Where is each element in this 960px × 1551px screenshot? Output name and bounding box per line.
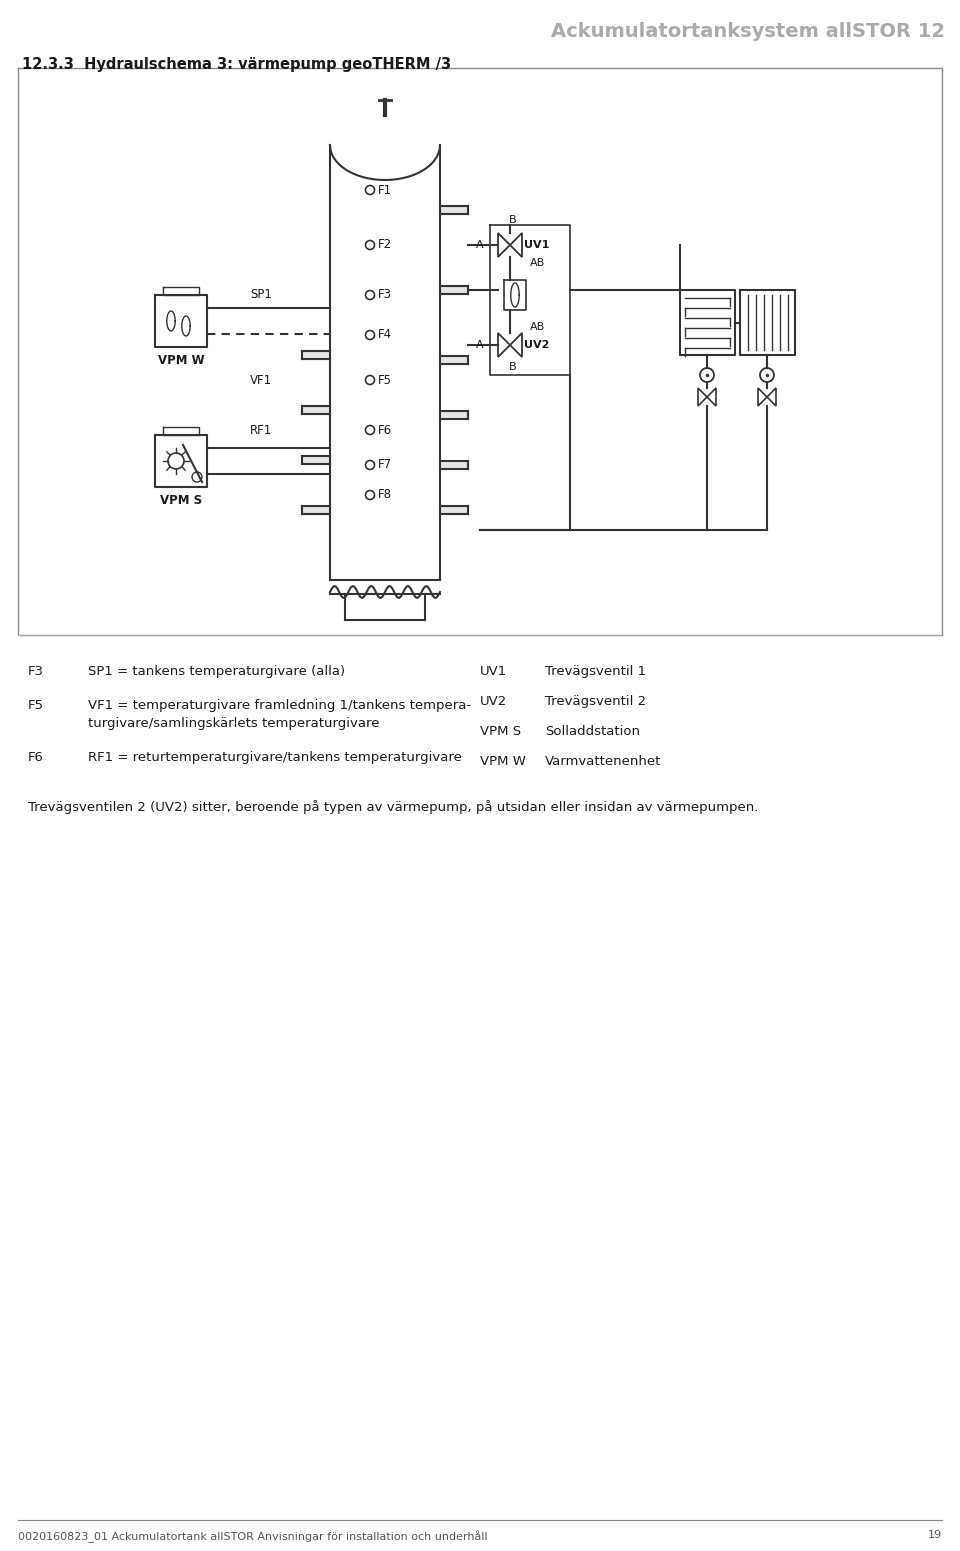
Text: F6: F6 — [378, 423, 392, 436]
Text: F5: F5 — [378, 374, 392, 386]
Text: Trevägsventilen 2 (UV2) sitter, beroende på typen av värmepump, på utsidan eller: Trevägsventilen 2 (UV2) sitter, beroende… — [28, 800, 758, 814]
Text: F3: F3 — [378, 288, 392, 301]
Text: VF1: VF1 — [250, 374, 272, 386]
Text: UV1: UV1 — [480, 665, 507, 678]
Text: Varmvattenenhet: Varmvattenenhet — [545, 755, 661, 768]
Text: F5: F5 — [28, 700, 44, 712]
Text: VPM W: VPM W — [480, 755, 526, 768]
Text: F3: F3 — [28, 665, 44, 678]
Text: 0020160823_01 Ackumulatortank allSTOR Anvisningar för installation och underhåll: 0020160823_01 Ackumulatortank allSTOR An… — [18, 1529, 488, 1543]
Text: B: B — [509, 216, 516, 225]
Text: A: A — [476, 240, 484, 250]
Text: UV2: UV2 — [480, 695, 507, 707]
Text: SP1 = tankens temperaturgivare (alla): SP1 = tankens temperaturgivare (alla) — [88, 665, 346, 678]
Text: Solladdstation: Solladdstation — [545, 724, 640, 738]
Text: Trevägsventil 1: Trevägsventil 1 — [545, 665, 646, 678]
Text: RF1: RF1 — [250, 423, 273, 436]
Text: A: A — [476, 340, 484, 351]
Text: F4: F4 — [378, 329, 392, 341]
Text: VPM S: VPM S — [160, 495, 202, 507]
Text: 12.3.3  Hydraulschema 3: värmepump geoTHERM /3: 12.3.3 Hydraulschema 3: värmepump geoTHE… — [22, 57, 451, 71]
Text: VPM S: VPM S — [480, 724, 521, 738]
Text: UV2: UV2 — [524, 340, 549, 351]
Text: B: B — [509, 361, 516, 372]
Text: F6: F6 — [28, 751, 44, 765]
Text: VF1 = temperaturgivare framledning 1/tankens tempera-: VF1 = temperaturgivare framledning 1/tan… — [88, 700, 471, 712]
Text: SP1: SP1 — [250, 288, 272, 301]
Text: UV1: UV1 — [524, 240, 549, 250]
Text: AB: AB — [530, 257, 545, 268]
Text: turgivare/samlingskärlets temperaturgivare: turgivare/samlingskärlets temperaturgiva… — [88, 717, 379, 731]
Text: 19: 19 — [928, 1529, 942, 1540]
Text: VPM W: VPM W — [157, 355, 204, 368]
Text: F7: F7 — [378, 459, 392, 472]
Text: F8: F8 — [378, 489, 392, 501]
Text: Trevägsventil 2: Trevägsventil 2 — [545, 695, 646, 707]
Text: AB: AB — [530, 323, 545, 332]
Text: Ackumulatortanksystem allSTOR 12: Ackumulatortanksystem allSTOR 12 — [551, 22, 945, 40]
Text: RF1 = returtemperaturgivare/tankens temperaturgivare: RF1 = returtemperaturgivare/tankens temp… — [88, 751, 462, 765]
Text: F2: F2 — [378, 239, 392, 251]
Text: F1: F1 — [378, 183, 392, 197]
